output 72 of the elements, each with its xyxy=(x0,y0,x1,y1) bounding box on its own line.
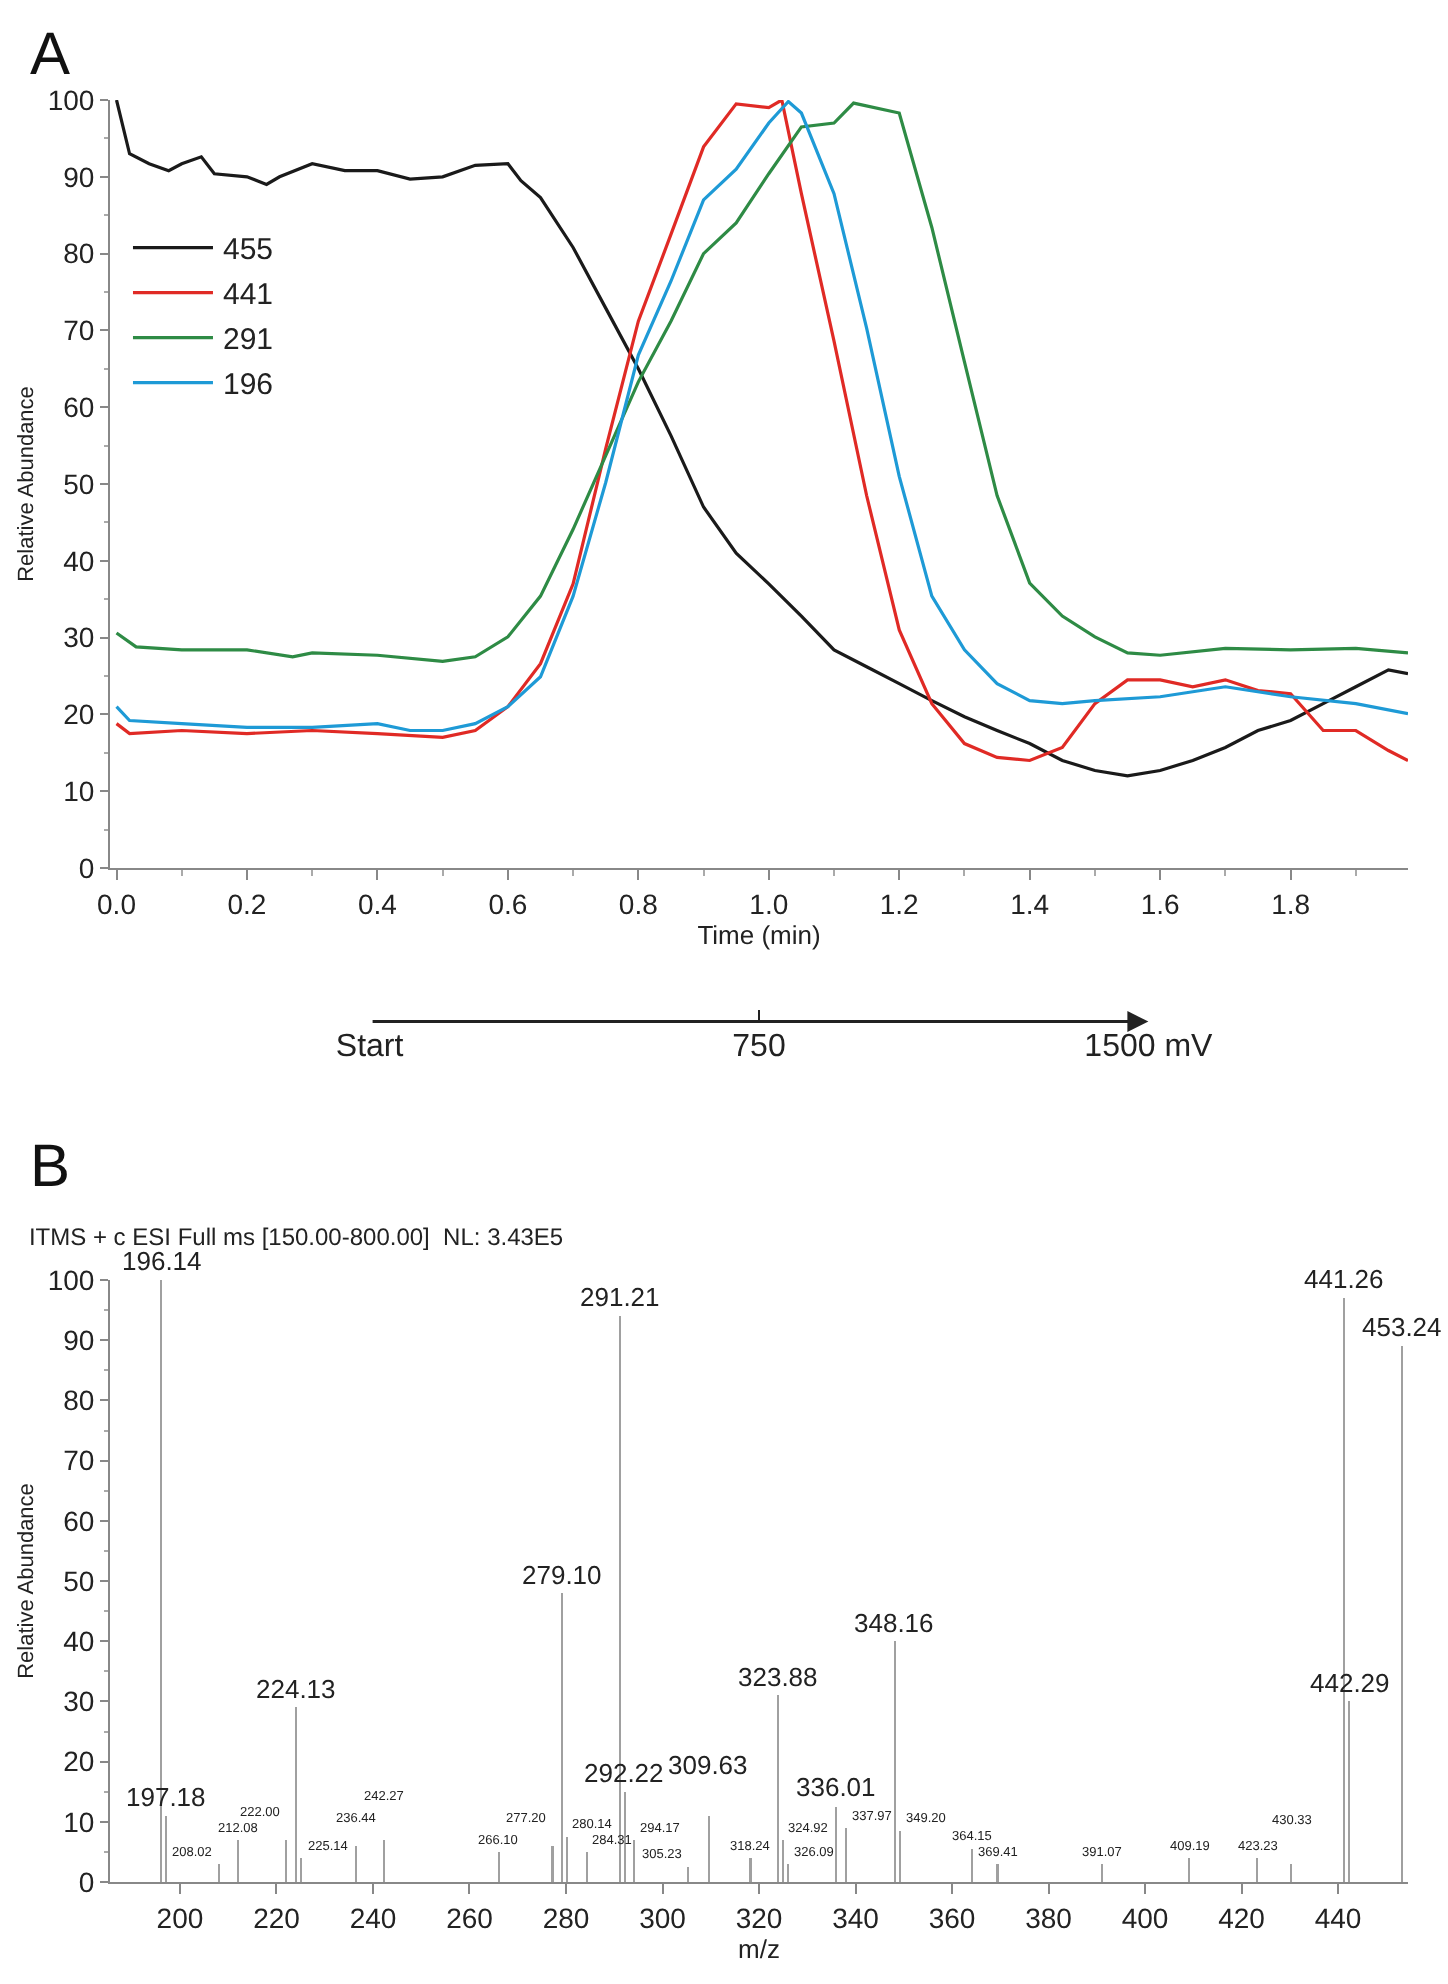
x-tick-label: 340 xyxy=(832,1901,880,1934)
x-tick-label: 0.8 xyxy=(618,887,659,920)
annotation: 196.14 xyxy=(122,1246,202,1276)
x-tick-label: 0.4 xyxy=(357,887,398,920)
y-tick-label: 20 xyxy=(63,698,95,731)
y-axis-title: Relative Abundance xyxy=(14,386,39,582)
x-tick-label: 1.8 xyxy=(1271,887,1311,920)
annotation: 442.29 xyxy=(1310,1668,1390,1698)
x-tick-label: 0.2 xyxy=(227,887,267,920)
y-tick-label: 0 xyxy=(78,851,95,884)
y-tick-label: 30 xyxy=(63,621,95,654)
text: A xyxy=(30,22,71,88)
y-tick-label: 30 xyxy=(63,1685,95,1718)
annotation: 279.10 xyxy=(522,1560,602,1590)
legend-label: 441 xyxy=(222,278,274,313)
annotation: 453.24 xyxy=(1362,1312,1442,1342)
y-tick-label: 10 xyxy=(63,1805,95,1838)
annotation: 323.88 xyxy=(738,1662,818,1692)
x-tick-label: 1.2 xyxy=(879,887,920,920)
x-tick-label: 280 xyxy=(542,1901,590,1934)
y-tick-label: 40 xyxy=(63,544,95,577)
y-tick-label: 100 xyxy=(47,83,95,116)
x-axis-title: Time (min) xyxy=(697,919,821,950)
x-tick-label: 0.0 xyxy=(97,887,137,920)
y-tick-label: 60 xyxy=(63,1504,95,1537)
y-tick-label: 100 xyxy=(47,1263,95,1296)
x-tick-label: 1.6 xyxy=(1140,887,1181,920)
x-tick-label: 320 xyxy=(735,1901,783,1934)
x-tick-label: 200 xyxy=(156,1901,204,1934)
chart-title: ITMS + c ESI Full ms [150.00-800.00] NL: 3.43E5 xyxy=(28,1223,564,1252)
x2-tick-label: Start xyxy=(335,1029,405,1064)
x-tick-label: 300 xyxy=(639,1901,687,1934)
annotation: 441.26 xyxy=(1304,1264,1384,1294)
y-tick-label: 90 xyxy=(63,1324,95,1356)
x-tick-label: 240 xyxy=(349,1901,397,1934)
y-tick-label: 80 xyxy=(63,1384,95,1417)
x-tick-label: 0.6 xyxy=(488,887,528,920)
x-tick-label: 360 xyxy=(928,1901,976,1934)
y-tick-label: 40 xyxy=(63,1625,95,1657)
y-tick-label: 0 xyxy=(78,1865,95,1898)
x-tick-label: 1.0 xyxy=(749,887,789,920)
annotation: 292.22 xyxy=(584,1758,664,1788)
x-tick-label: 220 xyxy=(253,1901,301,1934)
x-axis-title: m/z xyxy=(738,1933,780,1964)
annotation: 224.13 xyxy=(256,1674,336,1704)
annotation: 336.01 xyxy=(796,1772,876,1802)
legend-label: 196 xyxy=(222,368,274,403)
x2-tick-label: 750 xyxy=(732,1029,786,1064)
y-tick-label: 80 xyxy=(63,237,95,270)
x2-tick-label: 1500 mV xyxy=(1084,1029,1214,1064)
x-tick-label: 1.4 xyxy=(1010,887,1050,920)
y-tick-label: 10 xyxy=(63,775,95,807)
text: B xyxy=(30,1134,71,1200)
y-tick-label: 50 xyxy=(63,1564,95,1597)
y-tick-label: 60 xyxy=(63,391,95,423)
annotation: 291.21 xyxy=(580,1282,660,1312)
legend-label: 455 xyxy=(222,233,274,268)
x-tick-label: 260 xyxy=(446,1901,494,1934)
annotation: 197.18 xyxy=(126,1782,206,1812)
x-tick-label: 380 xyxy=(1025,1901,1073,1934)
y-tick-label: 70 xyxy=(63,1444,95,1477)
x-tick-label: 420 xyxy=(1218,1901,1266,1934)
y-axis-title: Relative Abundance xyxy=(14,1483,39,1679)
annotation: 348.16 xyxy=(854,1608,934,1638)
x-tick-label: 440 xyxy=(1314,1901,1362,1934)
y-tick-label: 70 xyxy=(63,314,95,347)
legend-label: 291 xyxy=(222,323,274,358)
x-tick-label: 400 xyxy=(1121,1901,1169,1934)
annotation: 309.63 xyxy=(668,1750,748,1780)
y-tick-label: 20 xyxy=(63,1745,95,1778)
y-tick-label: 50 xyxy=(63,467,95,500)
y-tick-label: 90 xyxy=(63,160,95,193)
